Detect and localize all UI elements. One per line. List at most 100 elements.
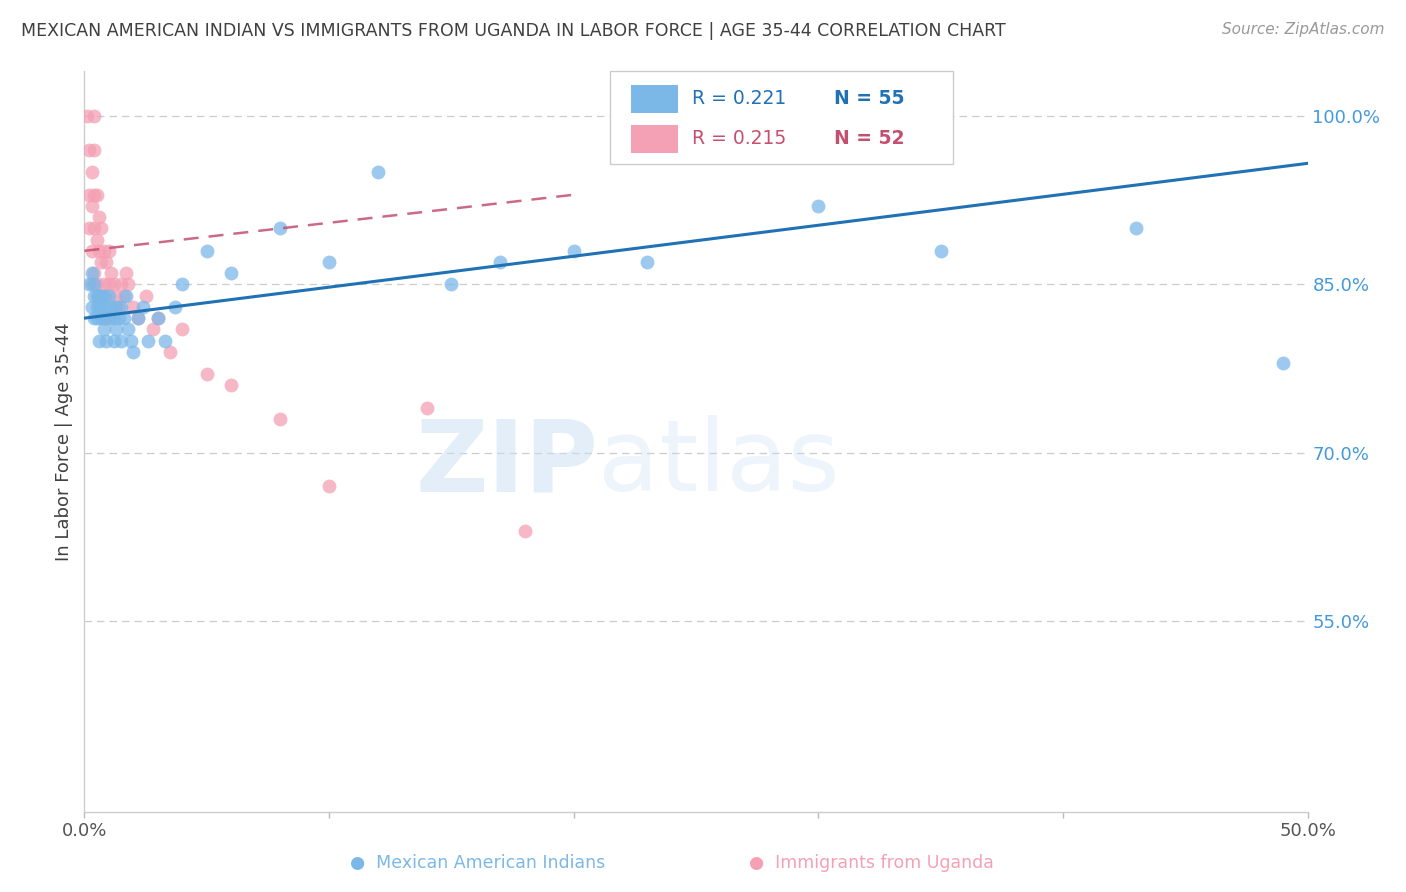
Point [77, 221, 100, 235]
Point [440, 277, 463, 292]
Point [195, 244, 218, 258]
Point [117, 322, 139, 336]
Point [83, 221, 105, 235]
FancyBboxPatch shape [610, 71, 953, 164]
Point [86, 300, 108, 314]
Text: R = 0.215: R = 0.215 [692, 129, 786, 148]
Point [103, 277, 125, 292]
Point [100, 266, 122, 280]
Point [90, 255, 112, 269]
Text: atlas: atlas [598, 416, 839, 512]
Point [105, 322, 128, 336]
Point [146, 311, 169, 326]
Point [636, 255, 658, 269]
Point [122, 300, 145, 314]
Point [1272, 356, 1295, 370]
Point [513, 524, 536, 539]
Bar [631, 85, 678, 113]
Point [80, 199, 103, 213]
Point [96, 289, 118, 303]
Point [142, 322, 165, 336]
Text: N = 55: N = 55 [834, 89, 904, 109]
Point [83, 311, 105, 326]
Text: ZIP: ZIP [415, 416, 598, 512]
Point [97, 311, 120, 326]
Y-axis label: In Labor Force | Age 35-44: In Labor Force | Age 35-44 [55, 322, 73, 561]
Point [96, 255, 118, 269]
Point [132, 300, 155, 314]
Point [90, 289, 112, 303]
Point [105, 289, 128, 303]
Point [80, 244, 103, 258]
Point [318, 479, 340, 493]
Point [115, 289, 138, 303]
Point [86, 289, 108, 303]
Point [195, 368, 218, 382]
Point [122, 344, 145, 359]
Point [93, 322, 115, 336]
Point [153, 334, 176, 348]
Point [87, 300, 110, 314]
Point [90, 300, 112, 314]
Point [110, 277, 132, 292]
Point [93, 311, 115, 326]
Point [86, 233, 108, 247]
Point [318, 255, 340, 269]
Point [80, 300, 103, 314]
Point [807, 199, 830, 213]
Point [115, 266, 138, 280]
Point [86, 187, 108, 202]
Point [83, 109, 105, 123]
Point [103, 300, 125, 314]
Point [136, 334, 159, 348]
Point [110, 334, 132, 348]
Point [80, 277, 103, 292]
Point [77, 277, 100, 292]
Point [77, 187, 100, 202]
Point [107, 311, 129, 326]
Point [562, 244, 585, 258]
Point [127, 311, 149, 326]
Point [112, 289, 135, 303]
Point [219, 266, 242, 280]
Text: MEXICAN AMERICAN INDIAN VS IMMIGRANTS FROM UGANDA IN LABOR FORCE | AGE 35-44 COR: MEXICAN AMERICAN INDIAN VS IMMIGRANTS FR… [21, 22, 1005, 40]
Point [127, 311, 149, 326]
Point [112, 311, 135, 326]
Point [83, 289, 105, 303]
Point [93, 289, 115, 303]
Point [83, 187, 105, 202]
Point [93, 277, 115, 292]
Point [97, 244, 120, 258]
Point [117, 277, 139, 292]
Point [77, 143, 100, 157]
Point [103, 311, 125, 326]
Point [269, 221, 291, 235]
Point [103, 334, 125, 348]
Point [105, 300, 128, 314]
Point [97, 311, 120, 326]
Point [172, 277, 194, 292]
Point [83, 277, 105, 292]
Point [83, 143, 105, 157]
Point [489, 255, 512, 269]
Point [87, 334, 110, 348]
Point [93, 244, 115, 258]
Point [929, 244, 952, 258]
Text: N = 52: N = 52 [834, 129, 904, 148]
Point [110, 300, 132, 314]
Text: Source: ZipAtlas.com: Source: ZipAtlas.com [1222, 22, 1385, 37]
Point [97, 289, 120, 303]
Text: ●  Mexican American Indians: ● Mexican American Indians [350, 855, 606, 872]
Point [97, 277, 120, 292]
Text: ●  Immigrants from Uganda: ● Immigrants from Uganda [749, 855, 994, 872]
Point [80, 266, 103, 280]
Point [86, 277, 108, 292]
Point [93, 311, 115, 326]
Point [120, 334, 142, 348]
Point [87, 244, 110, 258]
Point [87, 289, 110, 303]
Point [163, 300, 186, 314]
Point [135, 289, 157, 303]
Point [146, 311, 169, 326]
Point [90, 221, 112, 235]
